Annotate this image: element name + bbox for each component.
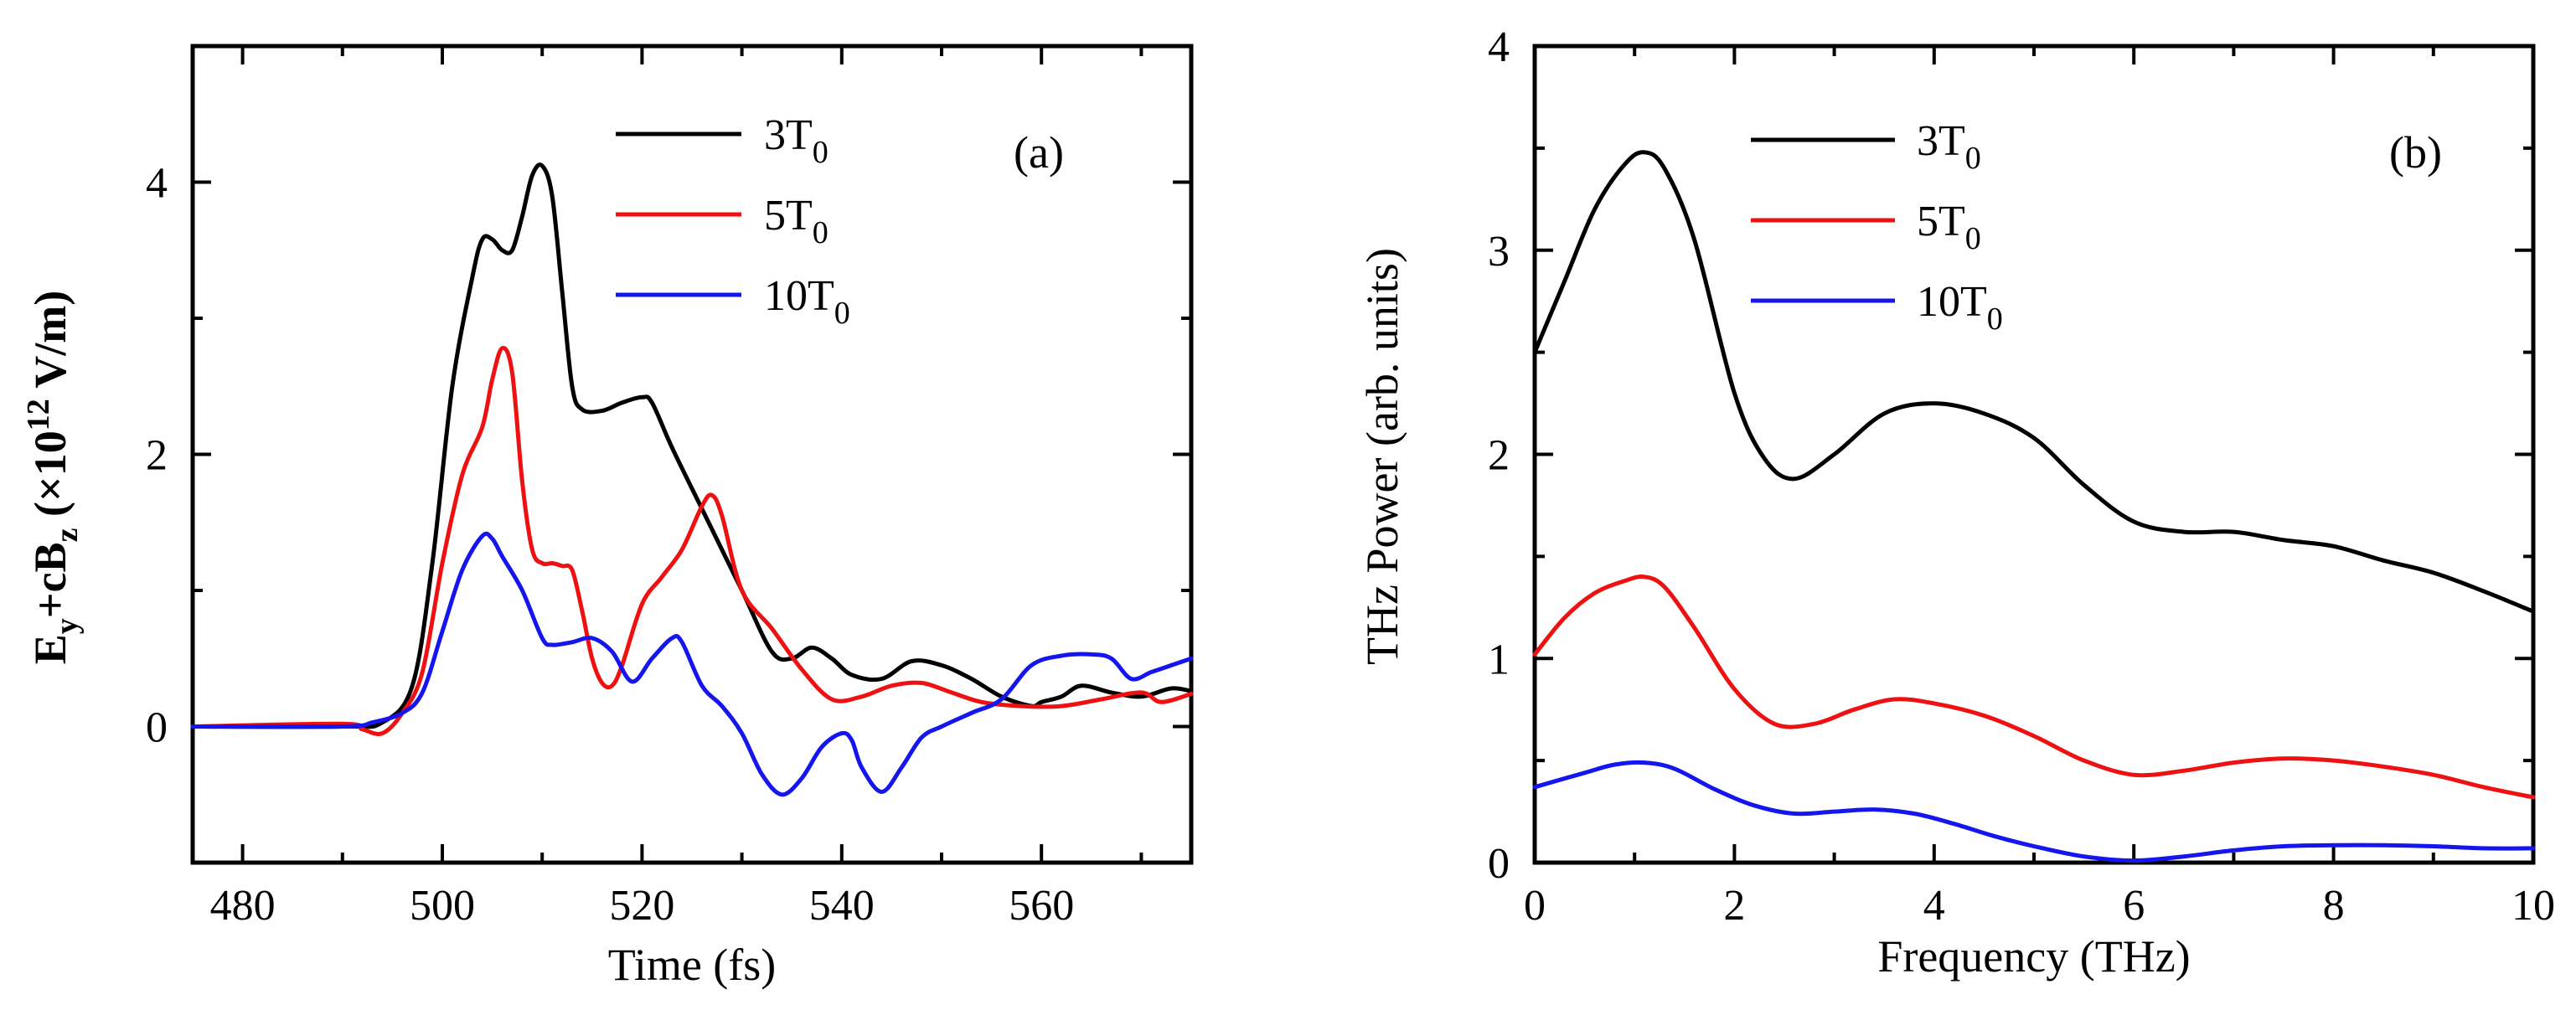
plot-b-xlabel: Frequency (THz) bbox=[1877, 931, 2190, 982]
ylabel-a-mid: +cB bbox=[25, 542, 75, 618]
x-tick-label: 8 bbox=[2323, 882, 2345, 930]
panel-b-frequency-domain: 0 2 4 6 8 10 0 1 2 3 4 Frequency (THz) THz Power (… bbox=[1357, 23, 2555, 982]
legend-label-sub: 0 bbox=[813, 135, 829, 170]
legend-label-sub: 0 bbox=[1965, 221, 1981, 256]
legend-label-main: 3T bbox=[764, 111, 813, 159]
x-tick-label: 6 bbox=[2123, 882, 2145, 930]
legend-label: 10T0 bbox=[764, 272, 850, 331]
y-tick-label: 4 bbox=[146, 160, 168, 208]
y-tick-label: 1 bbox=[1488, 636, 1510, 683]
series-line-3t0 bbox=[190, 162, 1194, 729]
legend-label-main: 10T bbox=[764, 272, 834, 320]
plot-b-ylabel: THz Power (arb. units) bbox=[1357, 248, 1407, 665]
y-tick-label: 3 bbox=[1488, 228, 1510, 276]
legend-label-main: 5T bbox=[1917, 198, 1965, 245]
plot-a-series bbox=[190, 162, 1194, 797]
series-line-5t0 bbox=[190, 346, 1194, 736]
legend-label: 3T0 bbox=[1917, 117, 1981, 176]
legend-label-sub: 0 bbox=[834, 296, 850, 331]
plot-b-series bbox=[1532, 150, 2536, 863]
legend-label-main: 5T bbox=[764, 192, 813, 240]
ylabel-a-sup: 12 bbox=[21, 399, 56, 430]
ylabel-a-sub2: z bbox=[49, 528, 85, 542]
plot-b-frame bbox=[1532, 44, 2536, 865]
legend-label: 5T0 bbox=[1917, 198, 1981, 256]
ylabel-a-sub1: y bbox=[49, 618, 85, 634]
x-tick-label: 4 bbox=[1923, 882, 1945, 930]
plot-b-panel-label: (b) bbox=[2389, 127, 2442, 178]
plot-b-ticks: 0 2 4 6 8 10 0 1 2 3 4 bbox=[1488, 23, 2555, 930]
legend-label-main: 3T bbox=[1917, 117, 1965, 165]
ylabel-a-paren-open: (×10 bbox=[25, 430, 75, 528]
plot-a-panel-label: (a) bbox=[1014, 127, 1064, 178]
legend-label-sub: 0 bbox=[1987, 301, 2003, 337]
panel-a-time-domain: 480 500 520 540 560 0 2 4 Time (fs) Ey+cBz (×10… bbox=[21, 44, 1194, 990]
legend-label-sub: 0 bbox=[813, 215, 829, 250]
y-tick-label: 0 bbox=[1488, 840, 1510, 888]
y-tick-label: 4 bbox=[1488, 23, 1510, 71]
legend-label: 3T0 bbox=[764, 111, 829, 170]
x-tick-label: 520 bbox=[609, 882, 674, 930]
y-tick-label: 2 bbox=[1488, 432, 1510, 480]
series-line-10t0 bbox=[190, 531, 1194, 797]
series-line-10t0 bbox=[1532, 760, 2536, 863]
plot-a-ticks: 480 500 520 540 560 0 2 4 bbox=[146, 44, 1191, 930]
legend-label: 5T0 bbox=[764, 192, 829, 250]
x-tick-label: 480 bbox=[210, 882, 276, 930]
x-tick-label: 500 bbox=[410, 882, 475, 930]
y-tick-label: 2 bbox=[146, 432, 168, 480]
x-tick-label: 0 bbox=[1524, 882, 1546, 930]
x-tick-label: 2 bbox=[1723, 882, 1745, 930]
x-tick-label: 540 bbox=[809, 882, 875, 930]
x-tick-label: 560 bbox=[1009, 882, 1074, 930]
ylabel-a-prefix: E bbox=[25, 634, 75, 664]
legend-label-sub: 0 bbox=[1965, 141, 1981, 176]
legend-label-main: 10T bbox=[1917, 278, 1987, 326]
y-tick-label: 0 bbox=[146, 704, 168, 752]
plot-a-ylabel: Ey+cBz (×1012 V/m) bbox=[21, 291, 85, 664]
series-line-5t0 bbox=[1532, 575, 2536, 800]
series-line-3t0 bbox=[1532, 150, 2536, 614]
legend-label: 10T0 bbox=[1917, 278, 2003, 337]
x-tick-label: 10 bbox=[2511, 882, 2555, 930]
plot-a-xlabel: Time (fs) bbox=[608, 940, 777, 990]
ylabel-a-paren-close: V/m) bbox=[25, 291, 75, 399]
